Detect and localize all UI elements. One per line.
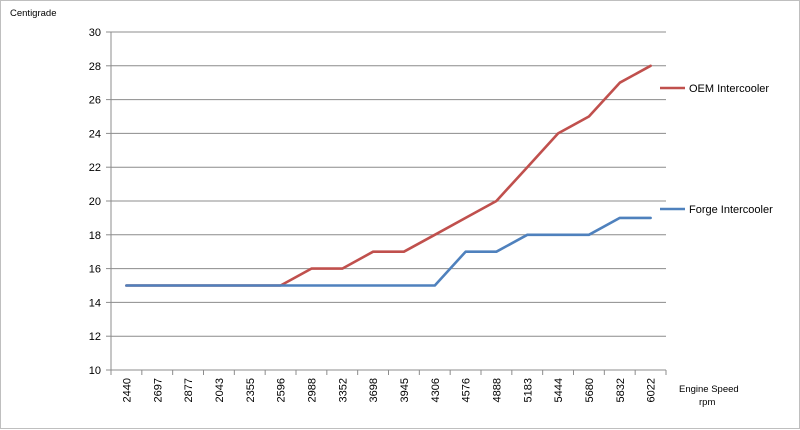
axes bbox=[111, 32, 666, 375]
x-tick-label-6022: 6022 bbox=[646, 378, 658, 402]
x-tick-labels: 2440 2697 2877 2043 2355 2596 2988 3352 3698 3945… bbox=[121, 378, 657, 402]
x-tick-label-3945: 3945 bbox=[399, 378, 411, 402]
x-tick-label-2697: 2697 bbox=[152, 378, 164, 402]
y-tick-label-10: 10 bbox=[89, 365, 101, 377]
x-tick-label-2355: 2355 bbox=[245, 378, 257, 402]
series-line-oem bbox=[126, 66, 650, 286]
x-tick-label-2877: 2877 bbox=[183, 378, 195, 402]
y-tick-label-12: 12 bbox=[89, 331, 101, 343]
y-tick-label-30: 30 bbox=[89, 27, 101, 39]
x-tick-label-2596: 2596 bbox=[276, 378, 288, 402]
x-tick-label-5832: 5832 bbox=[615, 378, 627, 402]
y-axis-title: Centigrade bbox=[10, 8, 56, 19]
x-tick-label-3698: 3698 bbox=[368, 378, 380, 402]
x-tick-label-5444: 5444 bbox=[553, 378, 565, 402]
x-tick-label-5680: 5680 bbox=[584, 378, 596, 402]
y-tick-labels: 10 12 14 16 18 20 22 24 26 28 30 bbox=[89, 27, 101, 377]
x-axis-title-line2: rpm bbox=[699, 397, 715, 408]
y-tick-label-16: 16 bbox=[89, 264, 101, 276]
series-lines bbox=[126, 66, 650, 286]
y-tick-label-22: 22 bbox=[89, 162, 101, 174]
x-tick-label-2043: 2043 bbox=[214, 378, 226, 402]
x-tick-label-5183: 5183 bbox=[522, 378, 534, 402]
x-tick-label-2440: 2440 bbox=[121, 378, 133, 402]
x-axis-title-line1: Engine Speed bbox=[679, 384, 739, 395]
legend-label-forge: Forge Intercooler bbox=[689, 204, 773, 216]
legend: OEM Intercooler Forge Intercooler bbox=[660, 83, 773, 216]
x-tick-label-4888: 4888 bbox=[491, 378, 503, 402]
y-tick-label-26: 26 bbox=[89, 95, 101, 107]
legend-label-oem: OEM Intercooler bbox=[689, 83, 769, 95]
x-tick-label-4306: 4306 bbox=[430, 378, 442, 402]
x-tick-label-3352: 3352 bbox=[337, 378, 349, 402]
y-tick-label-14: 14 bbox=[89, 297, 101, 309]
y-tick-label-20: 20 bbox=[89, 196, 101, 208]
x-tick-label-2988: 2988 bbox=[306, 378, 318, 402]
gridlines bbox=[106, 32, 666, 370]
x-tick-label-4576: 4576 bbox=[461, 378, 473, 402]
y-tick-label-24: 24 bbox=[89, 128, 101, 140]
y-tick-label-28: 28 bbox=[89, 61, 101, 73]
y-tick-label-18: 18 bbox=[89, 230, 101, 242]
